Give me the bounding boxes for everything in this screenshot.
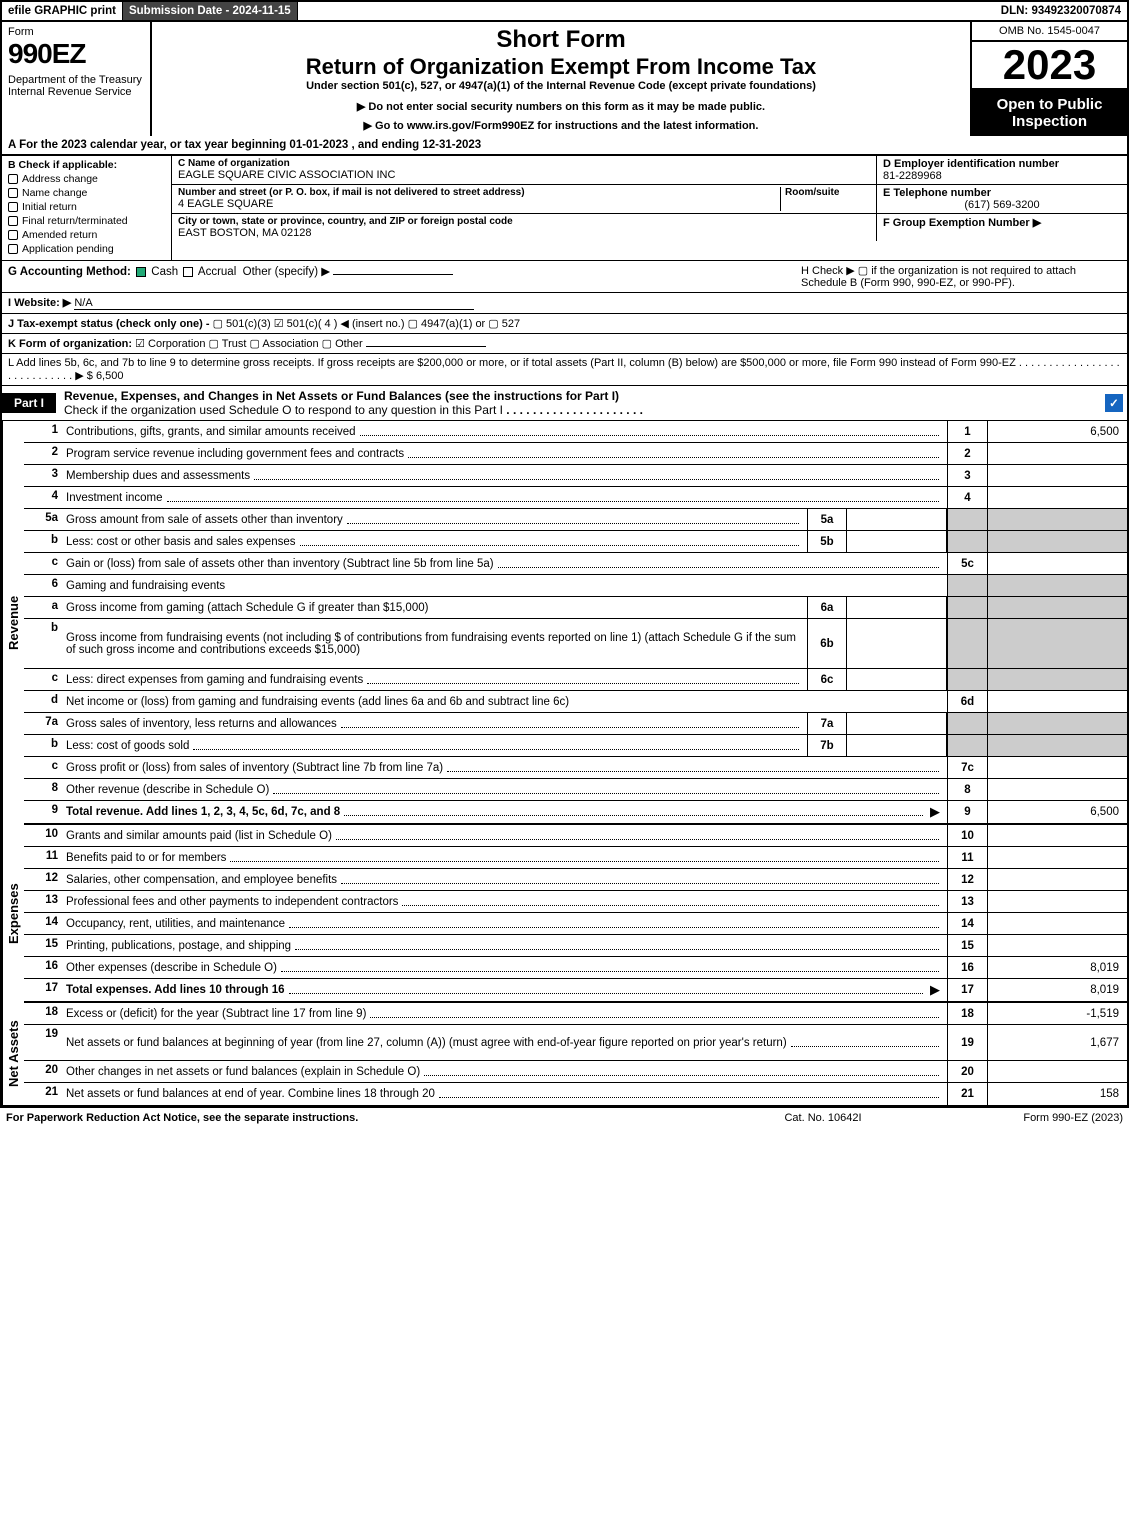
line-5c-value <box>987 553 1127 574</box>
line-15-value <box>987 935 1127 956</box>
submission-date: Submission Date - 2024-11-15 <box>123 2 298 20</box>
line-1-value: 6,500 <box>987 421 1127 442</box>
line-10-value <box>987 825 1127 846</box>
line-8-value <box>987 779 1127 800</box>
section-bcdef: B Check if applicable: Address change Na… <box>0 156 1129 261</box>
net-assets-side-label: Net Assets <box>2 1003 24 1105</box>
line-9-value: 6,500 <box>987 801 1127 823</box>
page-footer: For Paperwork Reduction Act Notice, see … <box>0 1107 1129 1128</box>
form-footer-label: Form 990-EZ (2023) <box>923 1112 1123 1124</box>
line-19-value: 1,677 <box>987 1025 1127 1060</box>
omb-number: OMB No. 1545-0047 <box>972 22 1127 42</box>
form-number: 990EZ <box>8 38 144 70</box>
part-1-tab: Part I <box>2 393 56 413</box>
line-20-value <box>987 1061 1127 1082</box>
net-assets-section: Net Assets 18Excess or (deficit) for the… <box>0 1003 1129 1107</box>
line-14-value <box>987 913 1127 934</box>
chk-name-change[interactable] <box>8 188 18 198</box>
schedule-o-check[interactable]: ✓ <box>1105 394 1123 412</box>
h-schedule-b: H Check ▶ ▢ if the organization is not r… <box>801 264 1121 289</box>
f-group-cell: F Group Exemption Number ▶ <box>877 214 1127 241</box>
line-2-value <box>987 443 1127 464</box>
chk-accrual[interactable] <box>183 267 193 277</box>
part-1-header: Part I Revenue, Expenses, and Changes in… <box>0 386 1129 421</box>
header-right: OMB No. 1545-0047 2023 Open to Public In… <box>972 22 1127 136</box>
row-j-tax-exempt: J Tax-exempt status (check only one) - ▢… <box>0 314 1129 334</box>
line-4-value <box>987 487 1127 508</box>
dln-label: DLN: 93492320070874 <box>995 2 1127 20</box>
top-bar: efile GRAPHIC print Submission Date - 20… <box>0 0 1129 22</box>
cat-number: Cat. No. 10642I <box>723 1112 923 1124</box>
ein-value: 81-2289968 <box>883 170 1121 182</box>
short-form-title: Short Form <box>162 26 960 54</box>
c-name-cell: C Name of organization EAGLE SQUARE CIVI… <box>172 156 877 184</box>
ssn-warning: ▶ Do not enter social security numbers o… <box>162 100 960 113</box>
chk-amended-return[interactable] <box>8 230 18 240</box>
phone-value: (617) 569-3200 <box>883 199 1121 211</box>
expenses-section: Expenses 10Grants and similar amounts pa… <box>0 825 1129 1003</box>
goto-link[interactable]: ▶ Go to www.irs.gov/Form990EZ for instru… <box>162 119 960 132</box>
c-street-cell: Number and street (or P. O. box, if mail… <box>172 185 877 213</box>
return-title: Return of Organization Exempt From Incom… <box>162 54 960 80</box>
efile-label: efile GRAPHIC print <box>2 2 123 20</box>
e-phone-cell: E Telephone number (617) 569-3200 <box>877 185 1127 213</box>
chk-initial-return[interactable] <box>8 202 18 212</box>
col-b-checkboxes: B Check if applicable: Address change Na… <box>2 156 172 260</box>
website-value: N/A <box>74 297 474 310</box>
row-k-form-org: K Form of organization: ☑ Corporation ▢ … <box>0 334 1129 354</box>
dept-treasury: Department of the Treasury <box>8 74 144 86</box>
street-value: 4 EAGLE SQUARE <box>178 198 780 210</box>
line-13-value <box>987 891 1127 912</box>
expenses-side-label: Expenses <box>2 825 24 1003</box>
chk-application-pending[interactable] <box>8 244 18 254</box>
line-17-value: 8,019 <box>987 979 1127 1001</box>
row-l-gross-receipts: L Add lines 5b, 6c, and 7b to line 9 to … <box>0 354 1129 386</box>
open-to-public: Open to Public Inspection <box>972 90 1127 136</box>
org-name: EAGLE SQUARE CIVIC ASSOCIATION INC <box>178 169 870 181</box>
tax-year: 2023 <box>972 42 1127 90</box>
line-16-value: 8,019 <box>987 957 1127 978</box>
irs-label: Internal Revenue Service <box>8 86 144 98</box>
l-value: ▶ $ 6,500 <box>75 370 123 382</box>
form-header: Form 990EZ Department of the Treasury In… <box>0 22 1129 136</box>
d-ein-cell: D Employer identification number 81-2289… <box>877 156 1127 184</box>
paperwork-notice: For Paperwork Reduction Act Notice, see … <box>6 1112 723 1124</box>
section-a-calendar-year: A For the 2023 calendar year, or tax yea… <box>0 136 1129 156</box>
header-center: Short Form Return of Organization Exempt… <box>152 22 972 136</box>
chk-cash[interactable] <box>136 267 146 277</box>
line-3-value <box>987 465 1127 486</box>
under-section: Under section 501(c), 527, or 4947(a)(1)… <box>162 80 960 92</box>
line-12-value <box>987 869 1127 890</box>
line-7c-value <box>987 757 1127 778</box>
header-left: Form 990EZ Department of the Treasury In… <box>2 22 152 136</box>
line-21-value: 158 <box>987 1083 1127 1105</box>
line-11-value <box>987 847 1127 868</box>
line-6d-value <box>987 691 1127 712</box>
c-city-cell: City or town, state or province, country… <box>172 214 877 241</box>
form-word: Form <box>8 26 144 38</box>
row-i-website: I Website: ▶ N/A <box>0 293 1129 314</box>
b-label: B Check if applicable: <box>8 159 165 171</box>
line-18-value: -1,519 <box>987 1003 1127 1024</box>
city-value: EAST BOSTON, MA 02128 <box>178 227 870 239</box>
row-g-h: G Accounting Method: Cash Accrual Other … <box>0 261 1129 293</box>
revenue-side-label: Revenue <box>2 421 24 825</box>
revenue-section: Revenue 1Contributions, gifts, grants, a… <box>0 421 1129 825</box>
chk-address-change[interactable] <box>8 174 18 184</box>
chk-final-return[interactable] <box>8 216 18 226</box>
